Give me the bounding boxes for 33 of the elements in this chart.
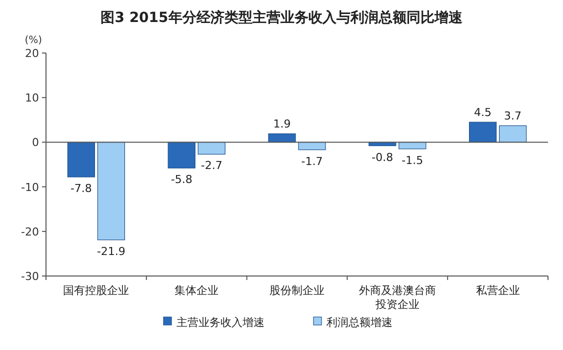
y-tick-label: -30	[21, 270, 39, 283]
x-tick-label: 私营企业	[476, 284, 520, 297]
y-tick-label: 10	[25, 92, 39, 105]
bar	[67, 142, 95, 178]
data-label: -7.8	[70, 182, 92, 195]
y-tick-label: 20	[25, 47, 39, 60]
chart-title: 图3 2015年分经济类型主营业务收入与利润总额同比增速	[100, 9, 464, 26]
data-label: -21.9	[96, 244, 126, 258]
data-label: -5.8	[170, 173, 192, 186]
x-tick-label: 股份制企业	[270, 284, 324, 297]
y-tick-label: -20	[21, 225, 39, 238]
legend-label: 主营业务收入增速	[176, 316, 264, 329]
y-axis-title: (%)	[24, 35, 42, 46]
data-label: -0.8	[372, 150, 394, 164]
data-label: -1.7	[301, 154, 323, 168]
x-tick-label: 外商及港澳台商投资企业	[358, 284, 436, 311]
x-tick-label: 国有控股企业	[63, 284, 130, 297]
y-tick-label: -10	[21, 180, 39, 194]
x-tick-label: 集体企业	[174, 284, 219, 297]
bar	[268, 133, 296, 142]
bar	[168, 142, 196, 168]
data-label: -2.7	[200, 159, 222, 172]
bar	[198, 142, 226, 155]
legend-label: 利润总额增速	[326, 316, 392, 329]
bar	[298, 142, 326, 150]
data-label: 3.7	[504, 110, 522, 123]
data-label: -1.5	[402, 154, 424, 167]
bar	[469, 122, 497, 142]
bar	[499, 125, 527, 142]
data-label: 1.9	[273, 118, 291, 131]
y-tick-label: 0	[32, 136, 39, 150]
data-label: 4.5	[474, 106, 492, 120]
bar	[97, 142, 125, 240]
